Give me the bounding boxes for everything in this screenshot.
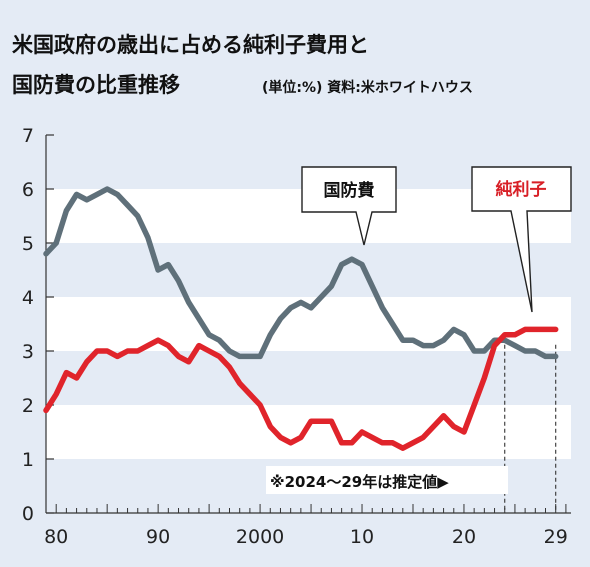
defense-series-line bbox=[43, 186, 559, 360]
y-tick-label: 5 bbox=[22, 233, 34, 255]
grid-bands bbox=[46, 189, 571, 459]
defense-callout: 国防費 bbox=[301, 166, 397, 246]
x-tick-label: 2000 bbox=[236, 526, 284, 548]
interest-callout: 純利子 bbox=[471, 166, 572, 313]
x-axis: 80 90 2000 10 20 29 bbox=[44, 504, 571, 548]
estimate-note-box bbox=[266, 466, 508, 494]
y-tick-label: 6 bbox=[22, 179, 34, 201]
defense-callout-box bbox=[301, 166, 397, 246]
x-tick-label: 80 bbox=[44, 526, 68, 548]
series-lines bbox=[43, 186, 559, 451]
interest-callout-box bbox=[471, 166, 572, 313]
y-tick-label: 2 bbox=[22, 395, 34, 417]
chart-title-line2: 国防費の比重推移 bbox=[12, 73, 180, 97]
chart-title-line1: 米国政府の歳出に占める純利子費用と bbox=[12, 33, 369, 57]
y-tick-label: 3 bbox=[22, 341, 34, 363]
grid-band bbox=[46, 405, 571, 459]
y-tick-label: 7 bbox=[22, 125, 34, 147]
x-tick-label: 90 bbox=[146, 526, 170, 548]
x-tick-label: 29 bbox=[544, 526, 568, 548]
y-tick-label: 1 bbox=[22, 449, 34, 471]
x-tick-label: 10 bbox=[350, 526, 374, 548]
defense-series-label: 国防費 bbox=[324, 180, 375, 201]
interest-series-label: 純利子 bbox=[496, 179, 547, 200]
x-tick-label: 20 bbox=[452, 526, 476, 548]
y-tick-label: 4 bbox=[22, 287, 34, 309]
interest-series-line bbox=[43, 326, 559, 451]
y-tick-label: 0 bbox=[22, 503, 34, 525]
estimate-note: ※2024～29年は推定値▶ bbox=[270, 473, 449, 491]
unit-and-source: (単位:%) 資料:米ホワイトハウス bbox=[262, 79, 473, 96]
